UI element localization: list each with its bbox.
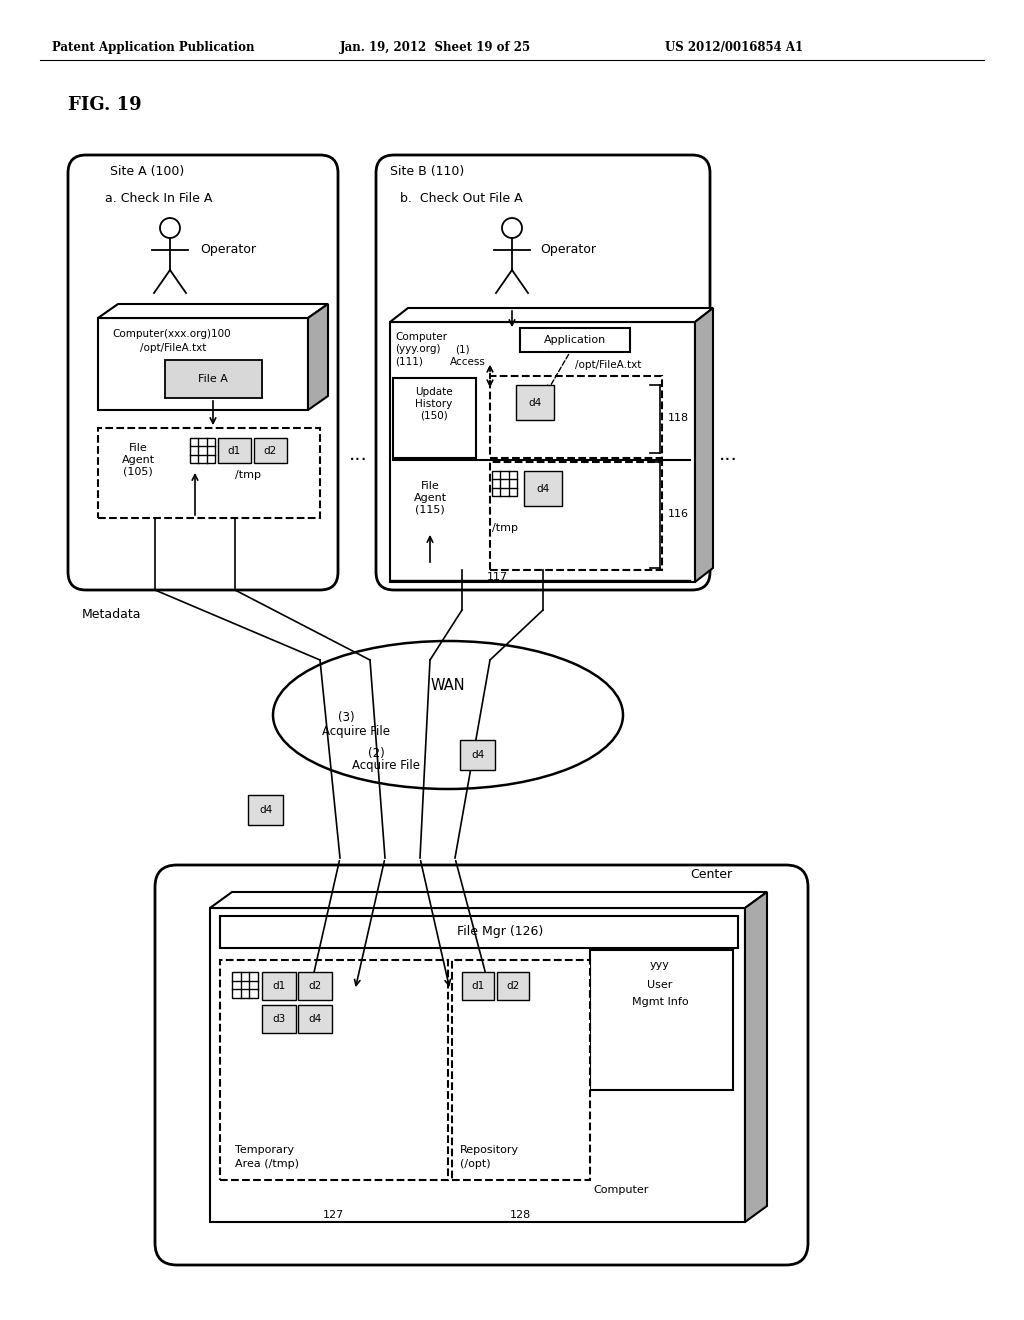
Bar <box>516 385 554 420</box>
Text: Computer(xxx.org)100: Computer(xxx.org)100 <box>112 329 230 339</box>
Text: a. Check In File A: a. Check In File A <box>105 191 212 205</box>
Text: Jan. 19, 2012  Sheet 19 of 25: Jan. 19, 2012 Sheet 19 of 25 <box>340 41 531 54</box>
Text: Acquire File: Acquire File <box>352 759 420 771</box>
Text: Site A (100): Site A (100) <box>110 165 184 178</box>
Text: Site B (110): Site B (110) <box>390 165 464 178</box>
Polygon shape <box>745 892 767 1222</box>
Text: 117: 117 <box>487 572 508 582</box>
Bar <box>165 360 262 399</box>
Text: d4: d4 <box>308 1014 322 1024</box>
Bar <box>497 972 529 1001</box>
Text: d1: d1 <box>272 981 286 991</box>
Bar <box>210 908 745 1222</box>
Bar <box>298 1005 332 1034</box>
Text: (2): (2) <box>368 747 385 759</box>
Polygon shape <box>390 308 713 322</box>
Text: (111): (111) <box>395 356 423 366</box>
Text: Acquire File: Acquire File <box>322 725 390 738</box>
Bar <box>460 741 495 770</box>
Text: Temporary: Temporary <box>234 1144 294 1155</box>
Text: (3): (3) <box>338 711 354 725</box>
Text: ...: ... <box>348 446 368 465</box>
Text: Patent Application Publication: Patent Application Publication <box>52 41 255 54</box>
Bar <box>393 378 476 458</box>
Text: File
Agent
(105): File Agent (105) <box>122 444 155 477</box>
Text: Computer: Computer <box>395 333 447 342</box>
Text: WAN: WAN <box>431 678 465 693</box>
Text: Mgmt Info: Mgmt Info <box>632 997 688 1007</box>
Text: yyy: yyy <box>650 960 670 970</box>
Text: File A: File A <box>198 374 228 384</box>
Text: User: User <box>647 979 673 990</box>
Text: b.  Check Out File A: b. Check Out File A <box>400 191 522 205</box>
Bar <box>590 950 733 1090</box>
Bar <box>490 462 662 570</box>
Bar <box>298 972 332 1001</box>
Polygon shape <box>210 892 767 908</box>
Bar <box>490 376 662 458</box>
Bar <box>452 960 590 1180</box>
Text: /opt/FileA.txt: /opt/FileA.txt <box>140 343 207 352</box>
Text: ...: ... <box>719 446 737 465</box>
Text: File
Agent
(115): File Agent (115) <box>414 482 446 515</box>
Text: /tmp: /tmp <box>492 523 518 533</box>
Polygon shape <box>98 304 328 318</box>
FancyBboxPatch shape <box>155 865 808 1265</box>
Text: 128: 128 <box>509 1210 530 1220</box>
Text: 127: 127 <box>323 1210 344 1220</box>
Text: d4: d4 <box>528 397 542 408</box>
Bar <box>218 438 251 463</box>
Text: Application: Application <box>544 335 606 345</box>
Polygon shape <box>695 308 713 582</box>
Text: Operator: Operator <box>540 243 596 256</box>
Bar <box>232 972 258 998</box>
Text: (yyy.org): (yyy.org) <box>395 345 440 354</box>
Text: 118: 118 <box>668 413 689 422</box>
Bar <box>248 795 283 825</box>
Bar <box>520 327 630 352</box>
Bar <box>220 960 449 1180</box>
Bar <box>524 471 562 506</box>
Text: d4: d4 <box>471 750 484 760</box>
Bar <box>254 438 287 463</box>
Text: d3: d3 <box>272 1014 286 1024</box>
Text: Update
History
(150): Update History (150) <box>415 387 453 421</box>
Bar <box>220 916 738 948</box>
Bar <box>98 428 319 517</box>
Text: Metadata: Metadata <box>82 609 141 622</box>
Text: d1: d1 <box>471 981 484 991</box>
Bar <box>462 972 494 1001</box>
Text: Operator: Operator <box>200 243 256 256</box>
Text: Repository: Repository <box>460 1144 519 1155</box>
Text: /opt/FileA.txt: /opt/FileA.txt <box>575 360 641 370</box>
Polygon shape <box>308 304 328 411</box>
Text: d2: d2 <box>507 981 519 991</box>
FancyBboxPatch shape <box>376 154 710 590</box>
Text: d4: d4 <box>537 483 550 494</box>
Bar <box>262 972 296 1001</box>
Text: d2: d2 <box>264 446 278 455</box>
Text: US 2012/0016854 A1: US 2012/0016854 A1 <box>665 41 803 54</box>
Text: d4: d4 <box>259 805 272 814</box>
Text: Center: Center <box>690 869 732 882</box>
Text: /tmp: /tmp <box>234 470 261 480</box>
Text: Area (/tmp): Area (/tmp) <box>234 1159 299 1170</box>
FancyBboxPatch shape <box>68 154 338 590</box>
Text: d2: d2 <box>308 981 322 991</box>
Text: (1): (1) <box>455 345 470 354</box>
Text: d1: d1 <box>228 446 241 455</box>
Text: FIG. 19: FIG. 19 <box>68 96 141 114</box>
Bar <box>262 1005 296 1034</box>
Bar <box>390 322 695 582</box>
Text: 116: 116 <box>668 510 689 519</box>
Bar <box>190 438 215 463</box>
Text: Computer: Computer <box>593 1185 648 1195</box>
Text: Access: Access <box>450 356 485 367</box>
Text: (/opt): (/opt) <box>460 1159 490 1170</box>
Bar <box>98 318 308 411</box>
Bar <box>492 471 517 496</box>
Text: File Mgr (126): File Mgr (126) <box>457 925 543 939</box>
